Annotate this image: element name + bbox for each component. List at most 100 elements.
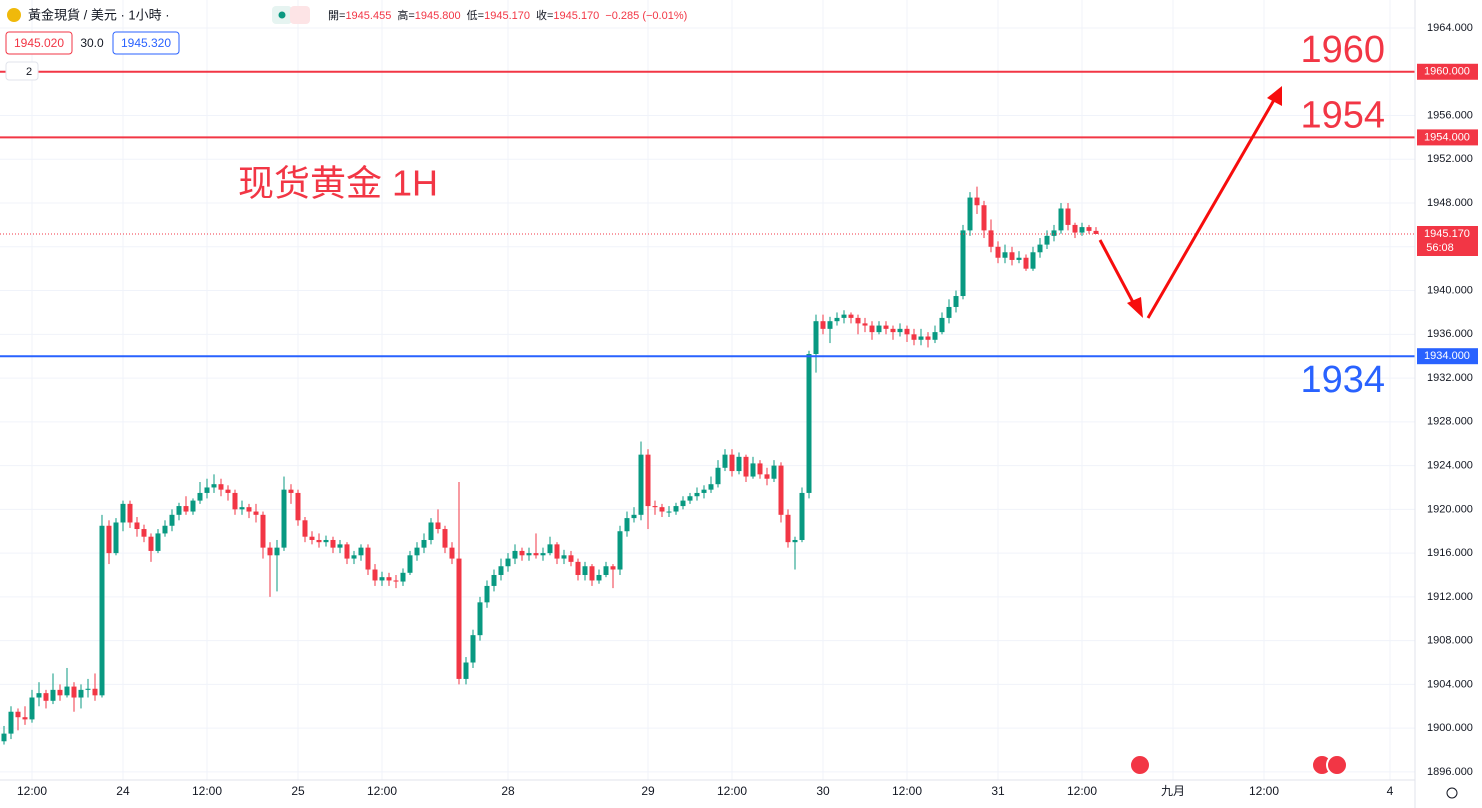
indicators-toggle[interactable] [5, 61, 39, 81]
candle-body [939, 317, 945, 333]
candle-body [925, 336, 931, 340]
candle-body [365, 547, 371, 570]
y-tick-label: 1896.000 [1427, 766, 1473, 778]
candle-body [512, 550, 518, 559]
candle-body [211, 484, 217, 488]
candle-body [918, 336, 924, 340]
candle-body [666, 511, 672, 513]
candle-body [358, 547, 364, 556]
candle-body [820, 321, 826, 329]
candle-body [848, 314, 854, 318]
status-dot [278, 11, 286, 19]
price-box [1417, 226, 1478, 256]
y-tick-label: 1940.000 [1427, 284, 1473, 296]
symbol-title[interactable]: 黃金現貨 / 美元 · 1小時 · [28, 7, 170, 22]
candle-body [393, 580, 399, 582]
candle-body [8, 711, 14, 734]
candle-body [246, 507, 252, 512]
x-tick-label: 25 [291, 784, 305, 798]
compare-button[interactable] [290, 6, 310, 24]
y-tick-label: 1936.000 [1427, 328, 1473, 340]
plot-area: 1960 1954 1934 [0, 29, 1415, 745]
candle-body [722, 454, 728, 468]
candle-body [1, 733, 7, 742]
level-price-box [1417, 129, 1478, 146]
candle-body [1009, 252, 1015, 260]
candle-body [1072, 224, 1078, 233]
candle-body [204, 487, 210, 493]
candle-body [778, 465, 784, 515]
x-tick-label: 12:00 [17, 784, 47, 798]
level-price-label: 1934.000 [1424, 350, 1470, 362]
ask-price: 1945.320 [121, 36, 171, 50]
candle-body [43, 693, 49, 701]
ohlc-label: 開= [328, 9, 345, 22]
candle-body [890, 328, 896, 333]
candle-body [414, 547, 420, 556]
candle-body [29, 697, 35, 720]
level-price-box [1417, 63, 1478, 80]
candle-body [624, 518, 630, 532]
candle-body [519, 550, 525, 556]
x-tick-label: 24 [116, 784, 130, 798]
candle-body [547, 544, 553, 554]
candle-body [568, 555, 574, 562]
y-tick-label: 1908.000 [1427, 635, 1473, 647]
ask-box[interactable] [112, 31, 180, 55]
candle-body [827, 321, 833, 329]
chart-title: 现货黄金 1H [238, 163, 438, 204]
candle-body [106, 525, 112, 554]
candle-body [953, 296, 959, 307]
y-tick-label: 1904.000 [1427, 678, 1473, 690]
bid-box[interactable] [5, 31, 73, 55]
candle-body [1037, 244, 1043, 253]
ohlc-label: 低= [467, 9, 484, 22]
ohlc-value: 1945.800 [415, 10, 461, 22]
candle-body [484, 585, 490, 603]
candle-body [99, 525, 105, 696]
candle-body [575, 561, 581, 575]
candle-body [491, 574, 497, 586]
candle-body [197, 492, 203, 501]
candle-body [883, 325, 889, 329]
level-annotation: 1954 [1300, 94, 1385, 136]
candle-body [813, 321, 819, 355]
candle-body [351, 555, 357, 559]
y-tick-label: 1964.000 [1427, 22, 1473, 34]
candle-body [533, 553, 539, 556]
candle-body [834, 317, 840, 322]
candle-body [610, 566, 616, 570]
y-tick-label: 1912.000 [1427, 591, 1473, 603]
candle-body [932, 332, 938, 340]
candle-body [302, 520, 308, 537]
level-annotation: 1934 [1300, 359, 1385, 401]
candle-body [729, 454, 735, 472]
x-tick-label: 12:00 [717, 784, 747, 798]
candle-body [631, 514, 637, 519]
candle-body [799, 492, 805, 540]
ohlc-legend: 開=1945.455 高=1945.800 低=1945.170 收=1945.170… [328, 8, 687, 22]
candle-body [589, 566, 595, 581]
candle-body [1002, 252, 1008, 258]
candle-body [526, 553, 532, 556]
x-tick-label: 12:00 [1067, 784, 1097, 798]
candle-body [162, 525, 168, 534]
candle-body [561, 555, 567, 559]
symbol-icon [7, 8, 21, 22]
candle-body [554, 544, 560, 559]
candle-body [190, 500, 196, 512]
candle-body [1058, 208, 1064, 231]
level-price-box [1417, 348, 1478, 365]
y-tick-label: 1956.000 [1427, 109, 1473, 121]
settings-icon[interactable] [1446, 787, 1458, 799]
x-tick-label: 12:00 [892, 784, 922, 798]
candle-body [36, 693, 42, 698]
y-tick-label: 1924.000 [1427, 459, 1473, 471]
y-tick-label: 1916.000 [1427, 547, 1473, 559]
candle-body [960, 230, 966, 297]
candle-body [386, 577, 392, 581]
candle-body [946, 306, 952, 318]
bid-price: 1945.020 [14, 36, 64, 50]
arrow-down [1098, 239, 1143, 318]
candle-body [267, 547, 273, 556]
